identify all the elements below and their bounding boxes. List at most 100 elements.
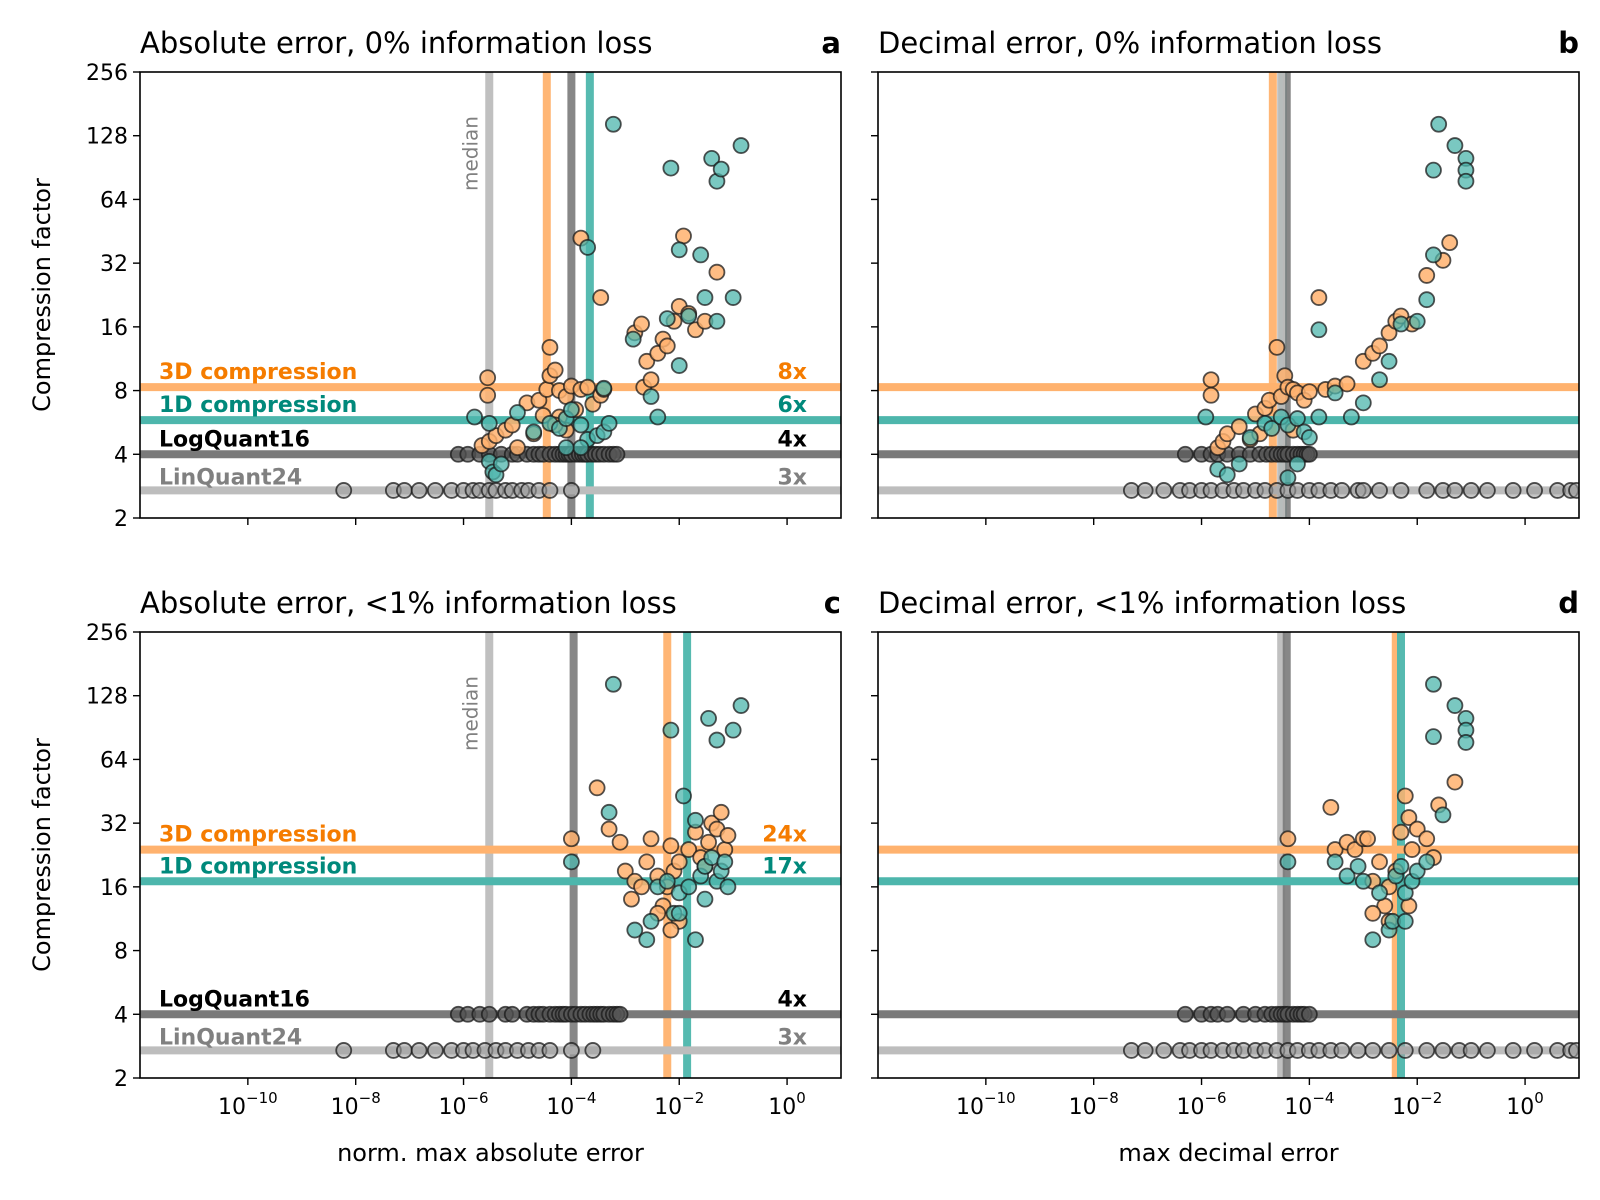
point-3d bbox=[509, 439, 526, 457]
point-1d bbox=[1446, 697, 1464, 714]
point-3d bbox=[662, 921, 680, 939]
y-tick-label: 256 bbox=[86, 621, 128, 646]
point-linquant bbox=[1333, 1042, 1351, 1059]
panel-letter: d bbox=[1558, 586, 1579, 620]
x-axis-label: norm. max absolute error bbox=[337, 1139, 644, 1167]
hline-value-linquant: 3x bbox=[778, 465, 808, 490]
point-1d bbox=[572, 416, 590, 434]
y-tick-label: 2 bbox=[114, 507, 128, 532]
point-3d bbox=[1371, 337, 1388, 355]
point-3d bbox=[662, 837, 680, 855]
point-1d bbox=[604, 115, 622, 133]
point-1d bbox=[1457, 734, 1475, 751]
point-logquant bbox=[480, 1005, 498, 1023]
point-logquant bbox=[1218, 1005, 1236, 1023]
point-linquant bbox=[1122, 482, 1140, 499]
point-linquant bbox=[1418, 1042, 1436, 1059]
point-1d bbox=[1425, 161, 1442, 179]
point-1d bbox=[557, 439, 575, 457]
point-1d bbox=[642, 388, 660, 405]
hline-value-1d: 17x bbox=[762, 854, 807, 879]
point-1d bbox=[1349, 857, 1367, 875]
point-3d bbox=[670, 853, 688, 871]
point-3d bbox=[1418, 830, 1436, 848]
point-1d bbox=[670, 241, 688, 259]
point-3d bbox=[719, 827, 737, 844]
point-linquant bbox=[1462, 482, 1480, 499]
hline-label-3d: 3D compression bbox=[159, 360, 357, 385]
point-3d bbox=[675, 227, 692, 245]
point-3d bbox=[588, 779, 606, 797]
point-1d bbox=[1392, 315, 1410, 333]
point-1d bbox=[732, 137, 750, 154]
point-1d bbox=[732, 697, 750, 714]
point-linquant bbox=[1380, 1042, 1398, 1059]
point-1d bbox=[716, 853, 734, 871]
point-1d bbox=[1342, 408, 1360, 426]
point-3d bbox=[1322, 798, 1340, 816]
x-tick-label: 100 bbox=[1506, 1089, 1544, 1120]
point-1d bbox=[680, 307, 698, 325]
point-1d bbox=[703, 150, 721, 167]
point-linquant bbox=[1478, 1042, 1496, 1059]
point-3d bbox=[633, 315, 650, 333]
y-tick-label: 16 bbox=[100, 876, 128, 901]
point-linquant bbox=[1155, 1042, 1173, 1059]
point-3d bbox=[1392, 823, 1410, 841]
point-1d bbox=[708, 731, 726, 749]
point-1d bbox=[562, 401, 580, 419]
point-3d bbox=[642, 371, 660, 389]
x-tick-label: 10−2 bbox=[654, 1089, 704, 1120]
point-1d bbox=[466, 408, 483, 426]
point-1d bbox=[700, 710, 717, 727]
point-1d bbox=[724, 721, 742, 739]
hline-value-3d: 8x bbox=[778, 360, 808, 385]
panel-letter: a bbox=[821, 26, 841, 60]
point-1d bbox=[1263, 420, 1281, 437]
point-1d bbox=[1380, 352, 1398, 370]
point-3d bbox=[708, 263, 726, 281]
point-1d bbox=[675, 787, 692, 805]
point-3d bbox=[638, 352, 656, 370]
panel-title: Absolute error, 0% information loss bbox=[140, 26, 652, 60]
point-3d bbox=[1268, 338, 1286, 356]
hline-label-linquant: LinQuant24 bbox=[159, 465, 302, 490]
hline-value-linquant: 3x bbox=[778, 1025, 808, 1050]
point-linquant bbox=[1136, 1042, 1154, 1059]
point-linquant bbox=[562, 1042, 580, 1059]
point-1d bbox=[658, 310, 676, 328]
vlines bbox=[1268, 72, 1291, 518]
point-3d bbox=[1202, 371, 1220, 389]
point-1d bbox=[1408, 312, 1426, 330]
point-linquant bbox=[1526, 482, 1543, 499]
x-axis-label: max decimal error bbox=[1118, 1139, 1338, 1167]
hline-label-logquant: LogQuant16 bbox=[159, 427, 310, 452]
point-3d bbox=[1418, 267, 1436, 284]
y-tick-label: 4 bbox=[114, 1003, 128, 1028]
point-3d bbox=[633, 878, 650, 896]
point-1d bbox=[1279, 853, 1297, 871]
point-linquant bbox=[410, 482, 428, 499]
point-3d bbox=[1446, 773, 1464, 791]
point-1d bbox=[1289, 410, 1306, 427]
point-linquant bbox=[1568, 482, 1579, 499]
point-1d bbox=[1218, 466, 1236, 484]
point-1d bbox=[1371, 371, 1388, 389]
point-1d bbox=[696, 289, 714, 306]
hline-value-1d: 6x bbox=[778, 393, 808, 418]
point-1d bbox=[604, 675, 622, 693]
hline-value-3d: 24x bbox=[762, 823, 807, 848]
panel-c: 2 4 8 16 32 64 128 256 10−10 10−8 10−6 10−4 10−2 100 A… bbox=[28, 586, 842, 1167]
point-1d bbox=[579, 238, 597, 256]
point-1d bbox=[1230, 455, 1248, 473]
point-1d bbox=[1418, 853, 1436, 871]
panel-a: 2 4 8 16 32 64 128 256 Absolute error, 0% inform… bbox=[28, 26, 842, 532]
point-1d bbox=[624, 330, 642, 348]
point-3d bbox=[1400, 809, 1418, 826]
panel-title: Absolute error, <1% information loss bbox=[140, 586, 677, 620]
point-3d bbox=[1364, 904, 1382, 922]
panel-title: Decimal error, <1% information loss bbox=[878, 586, 1406, 620]
point-3d bbox=[1338, 375, 1356, 393]
point-1d bbox=[658, 872, 676, 890]
